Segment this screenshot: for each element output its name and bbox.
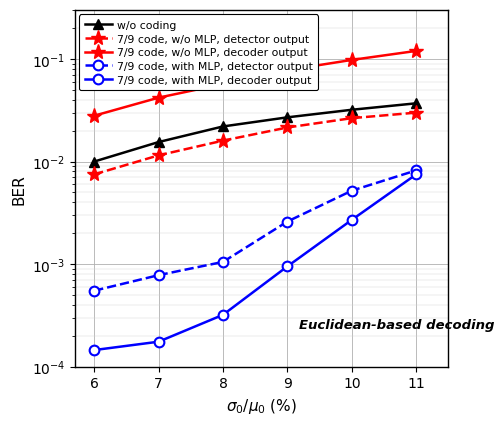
Line: 7/9 code, with MLP, detector output: 7/9 code, with MLP, detector output [90, 166, 421, 296]
7/9 code, with MLP, detector output [349, 189, 355, 194]
w/o coding [91, 160, 97, 165]
7/9 code, with MLP, detector output [220, 260, 226, 265]
7/9 code, w/o MLP, detector output [91, 173, 97, 178]
Line: 7/9 code, w/o MLP, detector output: 7/9 code, w/o MLP, detector output [86, 106, 424, 183]
w/o coding [284, 115, 290, 121]
7/9 code, with MLP, decoder output [91, 348, 97, 353]
7/9 code, with MLP, decoder output [413, 173, 419, 178]
X-axis label: $\sigma_0/\mu_0$ (%): $\sigma_0/\mu_0$ (%) [226, 396, 297, 415]
7/9 code, w/o MLP, detector output [220, 139, 226, 144]
7/9 code, with MLP, detector output [284, 219, 290, 225]
7/9 code, with MLP, detector output [413, 168, 419, 173]
7/9 code, w/o MLP, decoder output [413, 49, 419, 55]
7/9 code, w/o MLP, decoder output [349, 58, 355, 63]
Legend: w/o coding, 7/9 code, w/o MLP, detector output, 7/9 code, w/o MLP, decoder outpu: w/o coding, 7/9 code, w/o MLP, detector … [79, 15, 318, 91]
7/9 code, with MLP, detector output [156, 273, 162, 278]
7/9 code, with MLP, decoder output [284, 264, 290, 269]
7/9 code, with MLP, decoder output [220, 313, 226, 318]
7/9 code, w/o MLP, decoder output [91, 114, 97, 119]
Line: 7/9 code, w/o MLP, decoder output: 7/9 code, w/o MLP, decoder output [86, 44, 424, 124]
Line: w/o coding: w/o coding [90, 99, 421, 167]
7/9 code, w/o MLP, detector output [284, 126, 290, 131]
7/9 code, w/o MLP, decoder output [156, 96, 162, 101]
w/o coding [156, 140, 162, 145]
7/9 code, w/o MLP, decoder output [220, 82, 226, 87]
7/9 code, w/o MLP, decoder output [284, 68, 290, 73]
w/o coding [349, 108, 355, 113]
7/9 code, with MLP, detector output [91, 288, 97, 294]
w/o coding [220, 124, 226, 130]
Y-axis label: BER: BER [11, 173, 26, 204]
7/9 code, with MLP, decoder output [349, 218, 355, 223]
Line: 7/9 code, with MLP, decoder output: 7/9 code, with MLP, decoder output [90, 170, 421, 355]
7/9 code, w/o MLP, detector output [156, 153, 162, 158]
7/9 code, w/o MLP, detector output [349, 116, 355, 121]
7/9 code, w/o MLP, detector output [413, 111, 419, 116]
w/o coding [413, 101, 419, 106]
Text: Euclidean-based decoding: Euclidean-based decoding [299, 318, 494, 331]
7/9 code, with MLP, decoder output [156, 340, 162, 345]
